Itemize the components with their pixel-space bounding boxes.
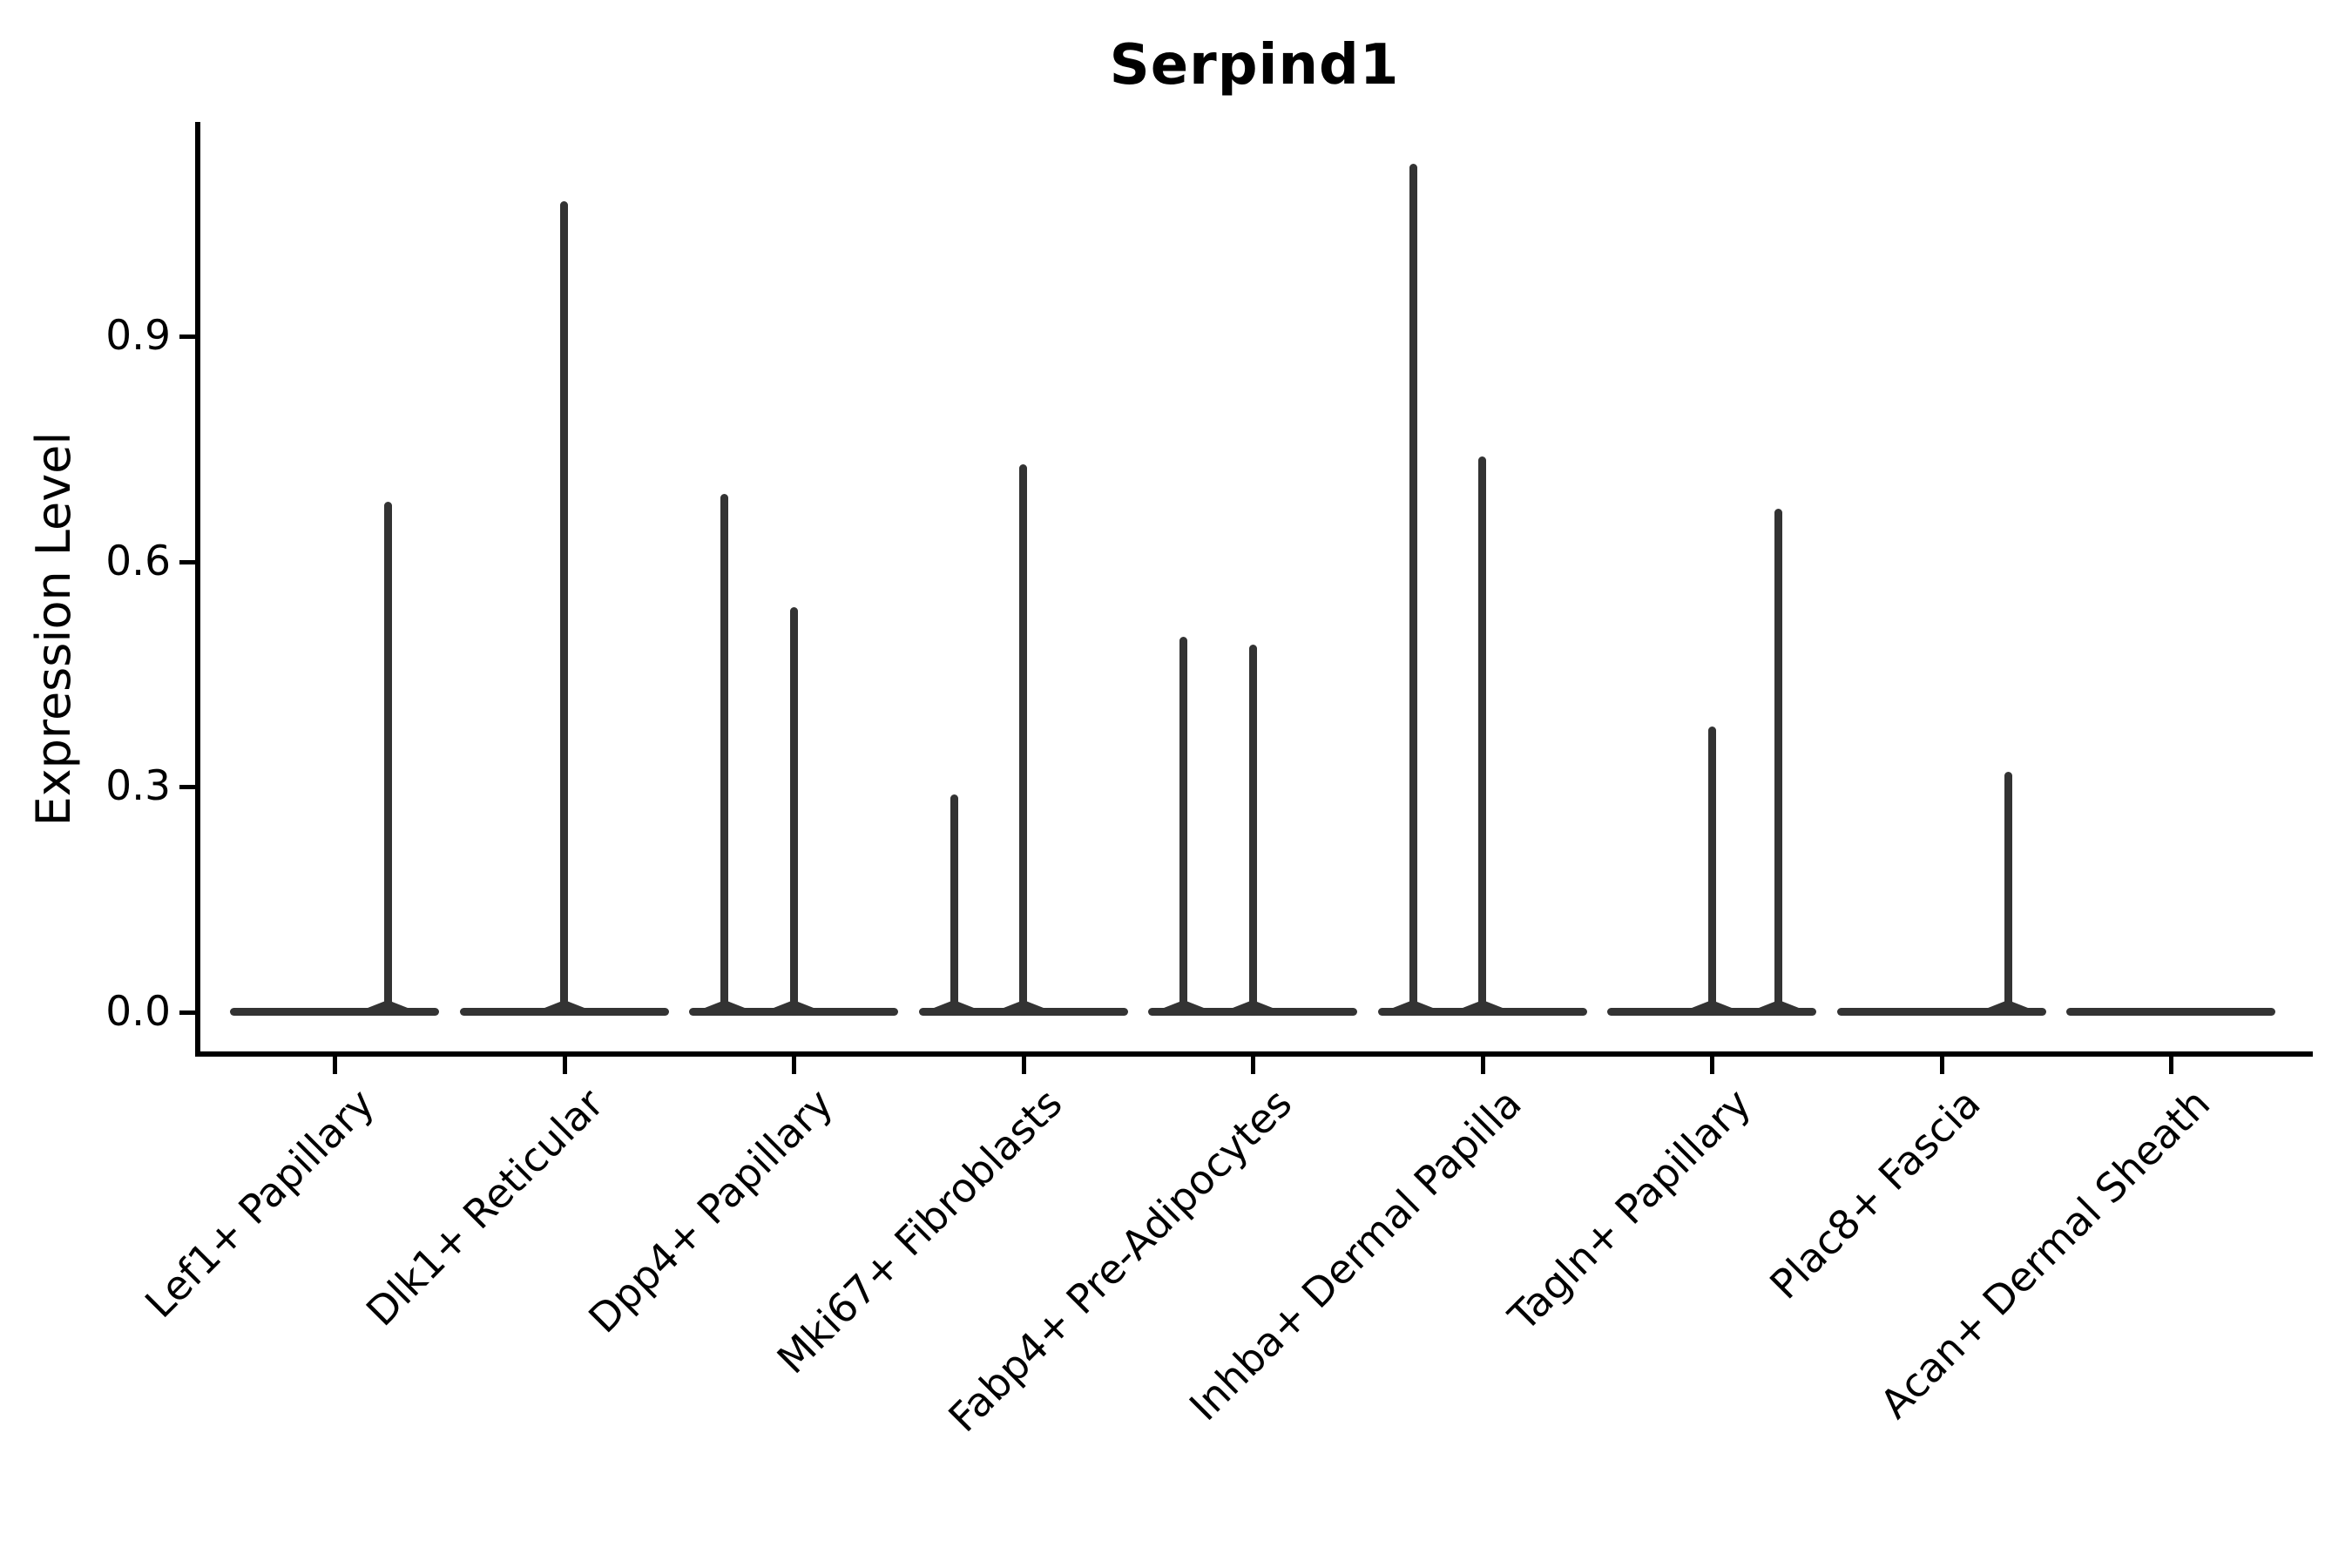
x-tick	[1939, 1057, 1944, 1074]
violin-spike	[1409, 164, 1417, 1016]
violin-spike	[1179, 637, 1188, 1016]
violin-spike	[560, 201, 568, 1016]
x-tick	[2169, 1057, 2173, 1074]
violin-spike	[950, 794, 958, 1016]
y-tick	[179, 785, 198, 789]
x-tick	[1251, 1057, 1255, 1074]
x-tick	[562, 1057, 567, 1074]
x-axis-category-label: Lef1+ Papillary	[135, 1079, 383, 1328]
x-axis-category-label: Plac8+ Fascia	[1761, 1079, 1990, 1308]
x-tick	[792, 1057, 796, 1074]
violin-spike	[2004, 772, 2012, 1016]
violin-baseline	[2066, 1008, 2275, 1016]
x-axis-category-label: Tagln+ Papillary	[1499, 1079, 1761, 1341]
y-tick-label: 0.0	[105, 988, 171, 1036]
y-tick	[179, 560, 198, 564]
chart-title: Serpind1	[1109, 33, 1400, 98]
x-tick	[1710, 1057, 1714, 1074]
violin-baseline	[1836, 1008, 2046, 1016]
violin-spike	[1478, 456, 1486, 1016]
violin-spike	[720, 494, 729, 1016]
y-tick-label: 0.6	[105, 537, 171, 585]
x-axis-category-label: Dpp4+ Papillary	[579, 1079, 842, 1342]
x-tick	[1021, 1057, 1026, 1074]
x-axis-category-label: Dlk1+ Reticular	[356, 1079, 612, 1335]
violin-spike	[1774, 509, 1783, 1016]
violin-spike	[1248, 645, 1257, 1016]
y-tick	[179, 1010, 198, 1015]
x-tick	[333, 1057, 337, 1074]
violin-spike	[383, 502, 392, 1016]
y-tick-label: 0.3	[105, 762, 171, 810]
violin-spike	[1019, 464, 1027, 1016]
y-tick	[179, 335, 198, 339]
violin-spike	[1707, 727, 1716, 1016]
violin-baseline	[230, 1008, 439, 1016]
violin-spike	[789, 607, 798, 1016]
y-axis-line	[195, 122, 200, 1057]
x-axis-line	[195, 1051, 2313, 1057]
x-tick	[1480, 1057, 1485, 1074]
y-tick-label: 0.9	[105, 312, 171, 360]
